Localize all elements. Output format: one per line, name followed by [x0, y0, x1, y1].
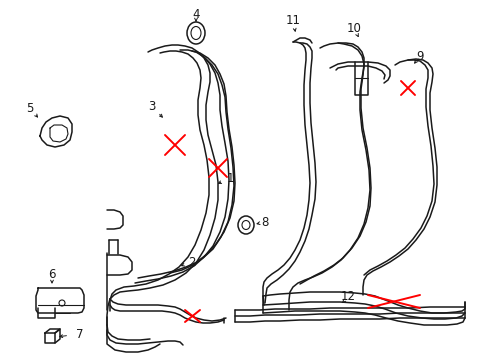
Text: 4: 4	[192, 8, 199, 21]
Text: 12: 12	[340, 291, 355, 303]
Text: 2: 2	[188, 256, 195, 269]
Text: 6: 6	[48, 267, 56, 280]
Text: 1: 1	[226, 171, 233, 184]
Text: 11: 11	[285, 13, 300, 27]
Text: 10: 10	[346, 22, 361, 35]
Text: 5: 5	[26, 102, 34, 114]
Text: 3: 3	[148, 99, 155, 112]
Text: 9: 9	[415, 49, 423, 63]
Text: 7: 7	[76, 328, 83, 341]
Text: 8: 8	[261, 216, 268, 229]
